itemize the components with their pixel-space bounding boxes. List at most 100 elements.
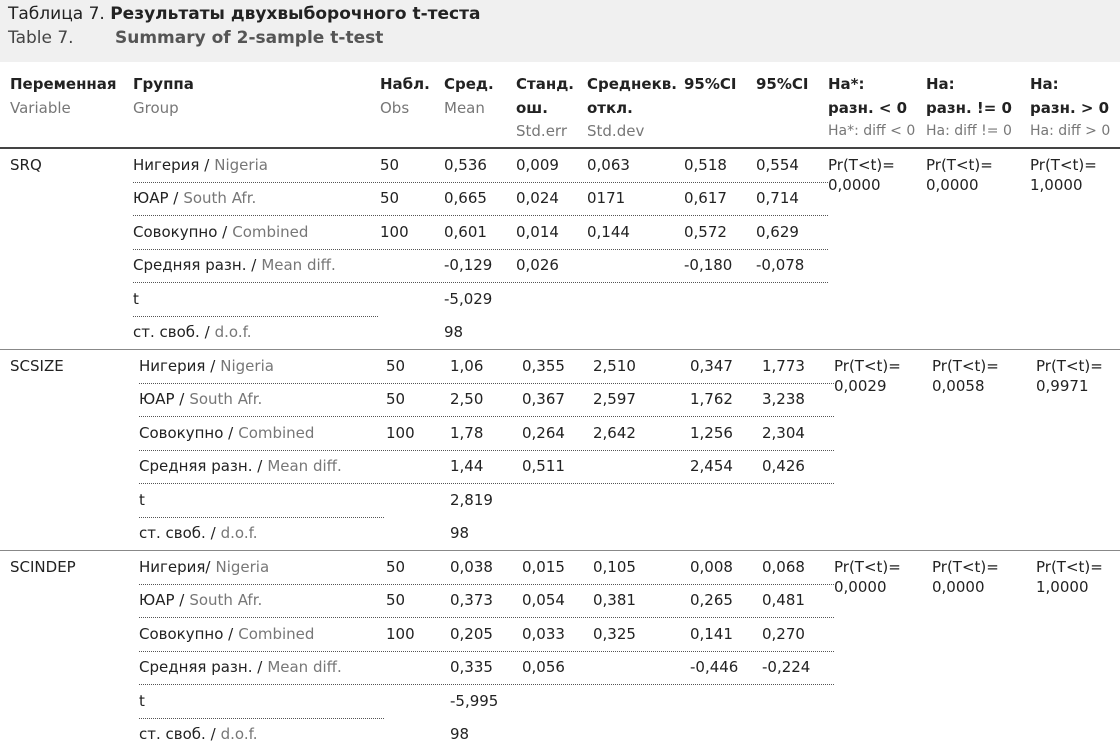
column-header-ru: разн. != 0 bbox=[926, 99, 1012, 117]
test-value: 1,0000 bbox=[1030, 176, 1083, 194]
group-ru: t bbox=[133, 289, 139, 308]
test-label: Pr(T<t)= bbox=[834, 558, 901, 576]
cell-sd: 0,325 bbox=[593, 624, 636, 643]
group-cell: Совокупно / Combined bbox=[139, 423, 314, 443]
column-header-en: Ha: diff > 0 bbox=[1030, 123, 1111, 139]
cell-ci-hi: 0,426 bbox=[762, 457, 805, 476]
cell-mean: 0,205 bbox=[450, 624, 493, 643]
cell-mean: 2,50 bbox=[450, 390, 484, 409]
row-divider bbox=[133, 215, 828, 217]
group-cell: Средняя разн. / Mean diff. bbox=[139, 456, 342, 476]
cell-ci-lo: 2,454 bbox=[690, 457, 733, 476]
test-value: 0,0000 bbox=[828, 176, 881, 194]
group-cell: t bbox=[139, 490, 145, 510]
test-label: Pr(T<t)= bbox=[932, 357, 999, 375]
cell-mean: 2,819 bbox=[450, 490, 493, 509]
group-en: Combined bbox=[232, 222, 309, 241]
row-divider bbox=[139, 684, 834, 686]
cell-ci-lo: 0,141 bbox=[690, 624, 733, 643]
group-en: Nigeria bbox=[220, 357, 274, 375]
title-en: Table 7. Summary of 2-sample t-test bbox=[8, 28, 383, 48]
test-value: 0,9971 bbox=[1036, 377, 1089, 395]
group-cell: t bbox=[133, 289, 139, 309]
group-cell: ЮАР / South Afr. bbox=[133, 188, 256, 208]
group-ru: Совокупно / bbox=[139, 423, 234, 442]
cell-obs: 100 bbox=[386, 423, 415, 442]
cell-ci-hi: 3,238 bbox=[762, 390, 805, 409]
group-en: South Afr. bbox=[183, 189, 257, 208]
group-ru: Нигерия / bbox=[133, 156, 210, 174]
cell-ci-hi: -0,224 bbox=[762, 658, 811, 677]
cell-sd: 2,642 bbox=[593, 423, 636, 442]
group-en: Mean diff. bbox=[261, 256, 336, 275]
cell-ci-hi: 2,304 bbox=[762, 423, 805, 442]
group-en: Combined bbox=[238, 624, 315, 643]
cell-sd: 0,105 bbox=[593, 558, 636, 576]
column-header-ru: откл. bbox=[587, 99, 633, 117]
cell-ci-lo: 0,008 bbox=[690, 558, 733, 576]
column-header-en: Variable bbox=[10, 99, 71, 117]
group-en: Nigeria bbox=[214, 156, 268, 174]
cell-ci-hi: 0,270 bbox=[762, 624, 805, 643]
column-header-ru: разн. < 0 bbox=[828, 99, 908, 117]
column-header-en: Obs bbox=[380, 99, 410, 117]
row-divider bbox=[133, 182, 828, 183]
group-ru: ЮАР / bbox=[139, 390, 185, 409]
column-header-ru: Переменная bbox=[10, 75, 117, 93]
column-header-ru: Ha: bbox=[1030, 75, 1059, 93]
group-cell: Нигерия / Nigeria bbox=[133, 155, 268, 175]
group-cell: Совокупно / Combined bbox=[139, 624, 314, 644]
cell-se: 0,355 bbox=[522, 357, 565, 375]
test-value: 0,0000 bbox=[932, 578, 985, 596]
group-cell: t bbox=[139, 691, 145, 711]
group-ru: ст. своб. / bbox=[139, 524, 216, 542]
group-ru: Совокупно / bbox=[133, 222, 228, 241]
cell-se: 0,015 bbox=[522, 558, 565, 576]
cell-ci-lo: 0,572 bbox=[684, 222, 727, 241]
cell-se: 0,056 bbox=[522, 658, 565, 677]
cell-sd: 2,510 bbox=[593, 357, 636, 375]
test-label: Pr(T<t)= bbox=[828, 156, 895, 174]
column-header-ru: Ha: bbox=[926, 75, 955, 93]
group-ru: Нигерия / bbox=[139, 357, 216, 375]
group-cell: Нигерия/Nigeria bbox=[139, 557, 269, 577]
table-label-en: Table 7. bbox=[8, 28, 74, 48]
group-cell: ст. своб. / d.o.f. bbox=[139, 724, 258, 744]
cell-obs: 50 bbox=[380, 189, 400, 208]
test-label: Pr(T<t)= bbox=[932, 558, 999, 576]
column-header-en: Mean bbox=[444, 99, 485, 117]
cell-mean: 0,038 bbox=[450, 558, 493, 576]
group-ru: t bbox=[139, 490, 145, 509]
cell-ci-lo: 1,762 bbox=[690, 390, 733, 409]
cell-se: 0,014 bbox=[516, 222, 559, 241]
group-cell: Нигерия / Nigeria bbox=[139, 356, 274, 376]
group-en: Nigeria bbox=[215, 558, 270, 576]
cell-sd: 0,381 bbox=[593, 591, 636, 610]
cell-sd: 0,144 bbox=[587, 222, 630, 241]
cell-mean: 1,06 bbox=[450, 357, 484, 375]
cell-ci-hi: 0,068 bbox=[762, 558, 805, 576]
cell-mean: -5,029 bbox=[444, 289, 493, 308]
row-divider bbox=[133, 315, 378, 317]
test-label: Pr(T<t)= bbox=[1036, 558, 1103, 576]
cell-sd: 0,063 bbox=[587, 156, 630, 174]
cell-mean: 98 bbox=[450, 524, 470, 542]
group-en: Mean diff. bbox=[267, 658, 342, 677]
group-ru: ЮАР / bbox=[133, 189, 179, 208]
group-en: d.o.f. bbox=[220, 725, 258, 743]
cell-ci-lo: -0,446 bbox=[690, 658, 739, 677]
test-value: 0,0029 bbox=[834, 377, 887, 395]
row-divider bbox=[139, 717, 384, 719]
row-divider bbox=[139, 449, 834, 451]
column-header-en: Group bbox=[133, 99, 179, 117]
cell-mean: 0,601 bbox=[444, 222, 487, 241]
group-en: South Afr. bbox=[189, 390, 263, 409]
group-en: Combined bbox=[238, 423, 315, 442]
test-value: 1,0000 bbox=[1036, 578, 1089, 596]
row-divider bbox=[139, 516, 384, 518]
title-ru: Таблица 7. Результаты двухвыборочного t-… bbox=[8, 4, 480, 24]
row-divider bbox=[139, 650, 834, 652]
cell-mean: 1,44 bbox=[450, 457, 484, 476]
column-header-en: Ha*: diff < 0 bbox=[828, 123, 916, 139]
